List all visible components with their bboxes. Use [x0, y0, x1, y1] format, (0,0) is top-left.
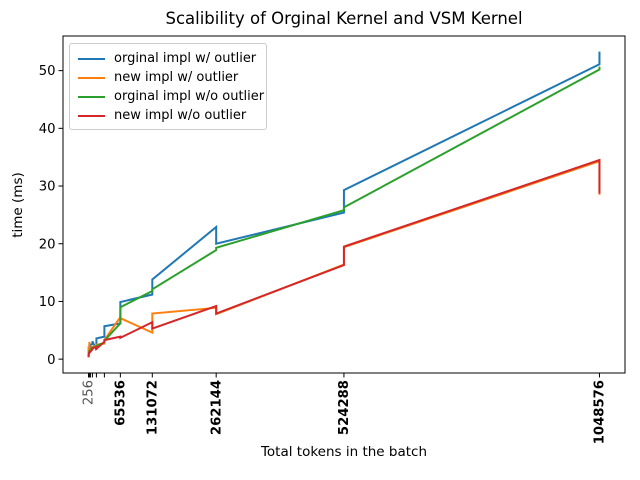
x-tick-label: 262144	[209, 380, 224, 435]
legend-item-label: new impl w/ outlier	[114, 70, 239, 85]
legend-item: new impl w/ outlier	[78, 68, 258, 87]
legend: orginal impl w/ outlier new impl w/ outli…	[69, 43, 267, 130]
legend-item-label: orginal impl w/ outlier	[114, 51, 257, 66]
x-tick-label: 131072	[145, 380, 160, 435]
legend-line-swatch	[78, 57, 105, 60]
x-axis-label: Total tokens in the batch	[260, 444, 428, 460]
legend-item-label: new impl w/o outlier	[114, 108, 247, 123]
legend-line-swatch	[78, 76, 105, 79]
legend-line-swatch	[78, 95, 105, 98]
legend-line-swatch	[78, 114, 105, 117]
x-tick-label: 1048576	[593, 380, 608, 444]
legend-item: orginal impl w/ outlier	[78, 49, 258, 68]
y-axis-label: time (ms)	[10, 172, 26, 238]
y-tick-label: 30	[39, 180, 56, 195]
legend-item-label: orginal impl w/o outlier	[114, 89, 265, 104]
y-tick-label: 10	[39, 295, 56, 310]
x-tick-label: 524288	[337, 380, 352, 435]
series-line-new-impl-w-o-outlier	[87, 158, 601, 358]
legend-item: new impl w/o outlier	[78, 106, 258, 125]
chart-title: Scalibility of Orginal Kernel and VSM Ke…	[165, 9, 523, 28]
y-tick-label: 50	[39, 64, 56, 79]
x-tick-label: 65536	[114, 380, 129, 426]
y-tick-label: 40	[39, 122, 56, 137]
y-tick-label: 20	[39, 237, 56, 252]
x-tick-label: 256	[82, 380, 97, 405]
legend-item: orginal impl w/o outlier	[78, 87, 264, 106]
y-tick-label: 0	[47, 353, 55, 368]
